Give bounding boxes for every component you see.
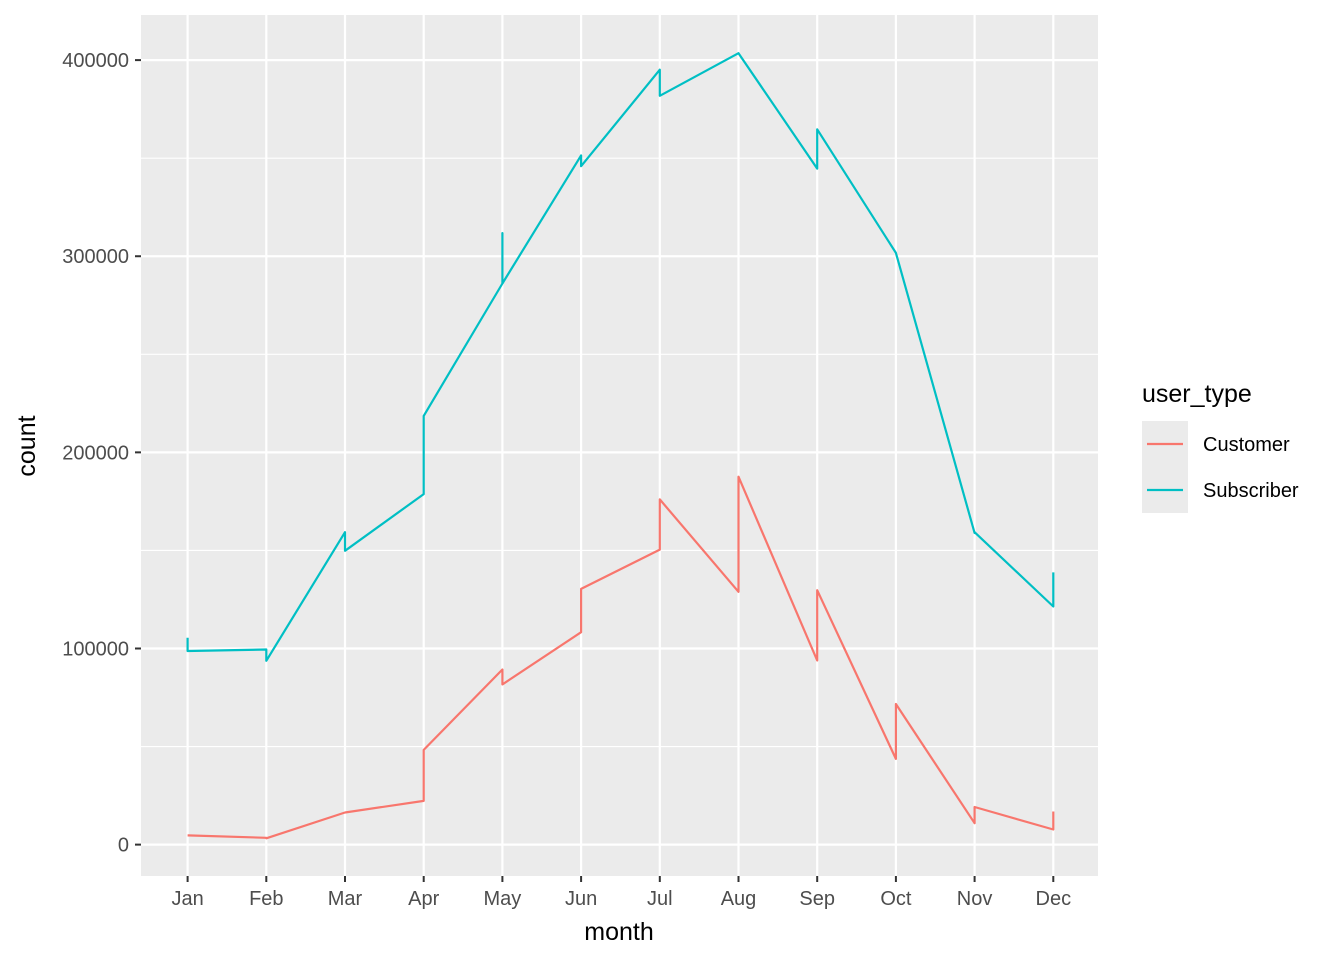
y-tick-label: 200000 [62, 442, 129, 464]
legend: user_type Customer Subscriber [1142, 380, 1299, 513]
x-tick-label: Mar [328, 888, 363, 910]
series-line-subscriber [186, 52, 1055, 662]
y-axis-title: count [13, 415, 41, 476]
x-tick-label: Sep [799, 888, 835, 910]
x-tick-label: Aug [721, 888, 757, 910]
x-axis-title: month [584, 918, 653, 946]
legend-label-customer: Customer [1203, 434, 1290, 456]
x-tick-label: Dec [1036, 888, 1072, 910]
y-tick-label: 0 [118, 835, 129, 857]
series-line-customer [187, 475, 1055, 840]
x-tick-label: May [484, 888, 522, 910]
x-tick-label: Apr [408, 888, 439, 910]
y-tick-label: 400000 [62, 50, 129, 72]
y-tick-label: 300000 [62, 246, 129, 268]
y-axis: 0 100000 200000 300000 400000 [62, 50, 141, 857]
x-tick-label: Jan [171, 888, 203, 910]
x-tick-label: Jul [647, 888, 673, 910]
legend-label-subscriber: Subscriber [1203, 480, 1299, 502]
x-tick-label: Oct [880, 888, 912, 910]
x-tick-label: Nov [957, 888, 993, 910]
x-axis: Jan Feb Mar Apr May Jun Jul Aug Sep Oct Nov Dec [171, 876, 1071, 910]
x-tick-label: Jun [565, 888, 597, 910]
x-tick-label: Feb [249, 888, 283, 910]
legend-title: user_type [1142, 380, 1252, 408]
y-tick-label: 100000 [62, 638, 129, 660]
series-layer [186, 52, 1055, 840]
grid-minor [141, 157, 1098, 748]
